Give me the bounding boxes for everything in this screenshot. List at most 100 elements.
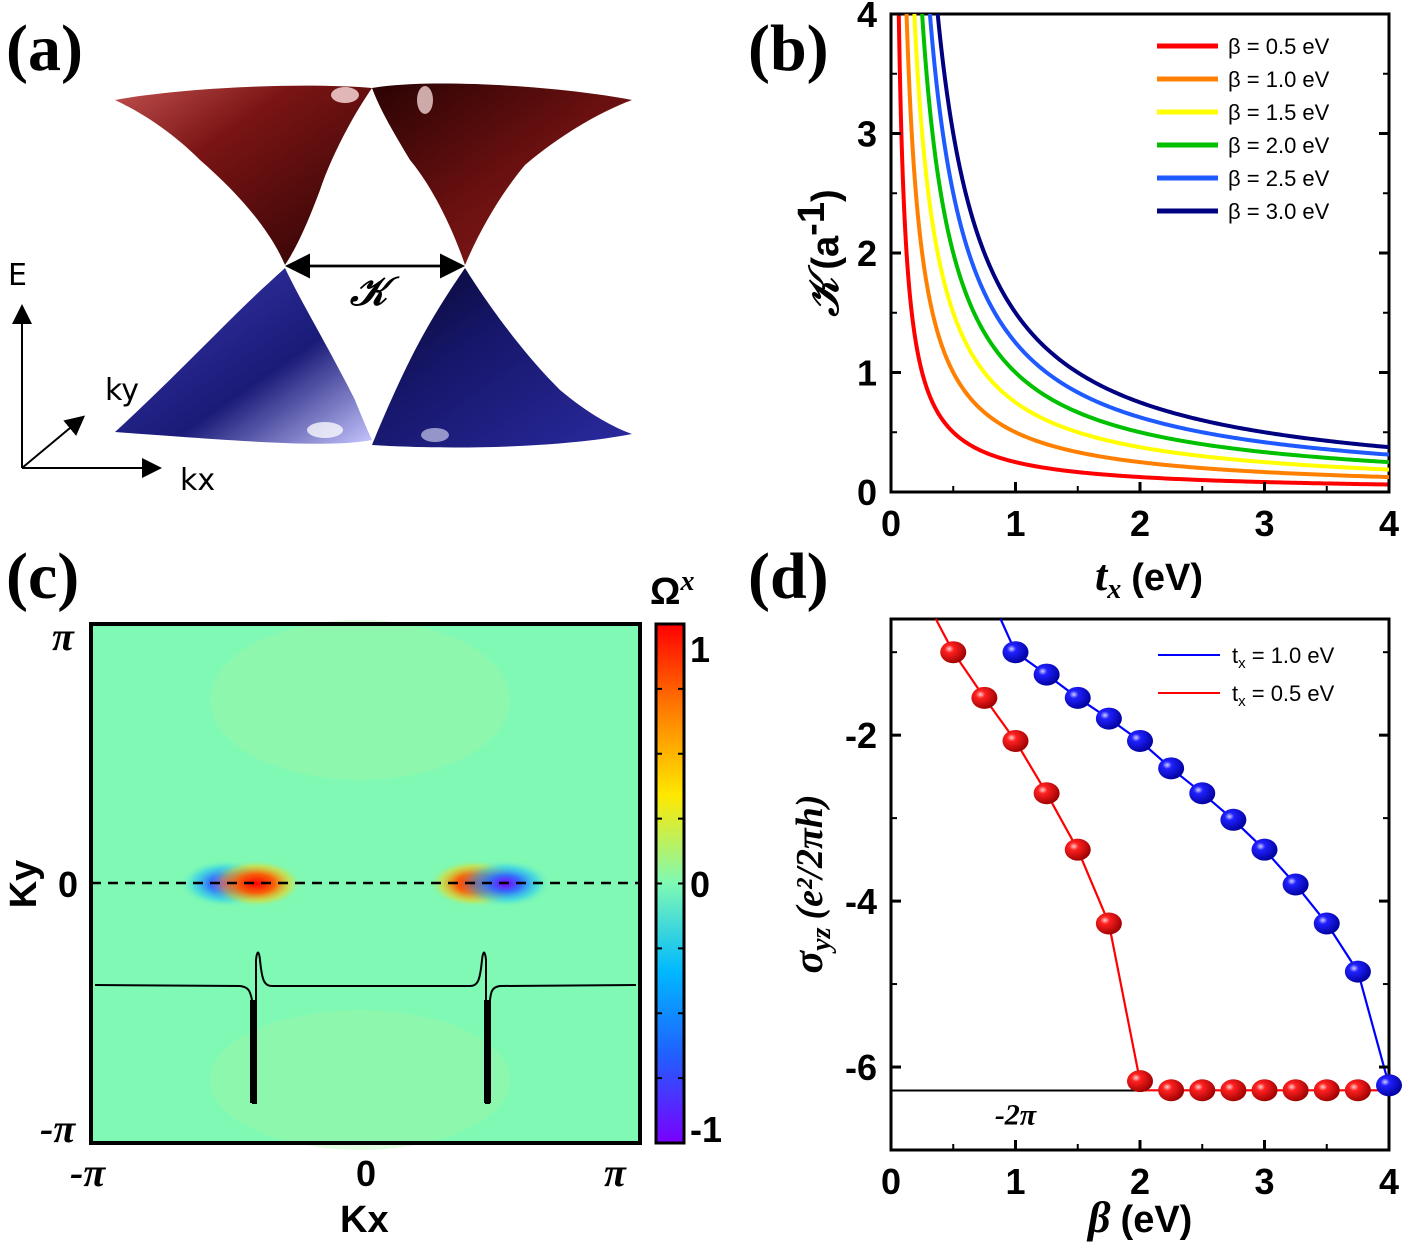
data-point-red [1189,1079,1216,1102]
legend-label-b: β = 2.0 eV [1228,133,1330,158]
data-point-blue [1158,757,1185,780]
panel-b-label: (b) [748,12,829,85]
colorbar-ticks [656,687,684,1080]
energy-axis-label: E [8,258,27,293]
berry-curvature-profile [94,951,637,1104]
svg-text:Ky: Ky [3,860,45,909]
y-tick-label-b: 0 [857,472,877,513]
series-line-5 [935,13,1390,450]
data-point-red [1033,782,1060,805]
data-point-red [1064,838,1091,861]
legend-label-b: β = 1.5 eV [1228,100,1330,125]
y-tick-label-d: -2 [845,715,877,756]
y-axis-label-c: Ky [3,860,45,909]
kx-axis-label: kx [180,463,215,498]
data-point-red [1220,1079,1247,1102]
svg-text:σyz(e²/2πh): σyz(e²/2πh) [786,795,837,974]
data-point-blue [1095,707,1122,730]
y-tick-c: π [52,614,75,659]
data-point-blue [1002,641,1029,664]
data-point-blue [1033,663,1060,686]
upper-band-right [372,83,632,265]
k-separation-label: 𝒦 [349,269,400,314]
data-point-red [1313,1079,1340,1102]
y-tick-label-d: -6 [845,1047,877,1088]
highlight [417,86,433,114]
panel-a-label: (a) [6,12,83,85]
upper-band-left [115,85,372,265]
colorbar-label: Ωx [650,566,694,613]
data-point-red [971,686,998,709]
panel-c-label: (c) [6,540,79,613]
x-axis-label-c: Kx [340,1199,389,1241]
y-axis-label-d: σyz(e²/2πh) [786,795,837,974]
data-point-blue [1313,912,1340,935]
x-tick-c: π [604,1150,627,1195]
y-axis-label-b: 𝒦(a-1) [791,189,848,317]
legend-label-d: tx = 0.5 eV [1232,681,1335,710]
legend-label-b: β = 0.5 eV [1228,34,1330,59]
panel-d-label: (d) [748,540,829,613]
data-point-blue [1344,960,1371,983]
legend-label-b: β = 1.0 eV [1228,67,1330,92]
profile-spike-left [250,1000,256,1103]
plot-frame-b [889,12,1391,494]
data-point-red [1095,912,1122,935]
legend-b: β = 0.5 eV β = 1.0 eV β = 1.5 eV β = 2.0 eV… [1157,34,1330,224]
data-point-blue [1220,808,1247,831]
colorbar-tick: 0 [690,864,710,905]
heatmap-shade [210,620,510,780]
panel-a: (a) 𝒦 E ky kx [6,12,632,498]
panel-c: (c) π 0 -π -π 0 π Kx Ky 1 0 -1 Ωx [3,540,722,1241]
x-tick-label-b: 3 [1254,503,1274,544]
x-tick-label-d: 2 [1130,1161,1150,1202]
y-tick-label-b: 2 [857,233,877,274]
x-tick-label-b: 2 [1130,503,1150,544]
legend-label-b: β = 2.5 eV [1228,166,1330,191]
series-line-3 [920,13,1390,465]
ky-axis-arrow [21,415,86,469]
data-point-blue [1251,838,1278,861]
x-tick-label-b: 0 [881,503,901,544]
x-axis-label-d: β (eV) [1086,1193,1192,1242]
data-point-blue [1064,686,1091,709]
x-tick-label-d: 3 [1254,1161,1274,1202]
plot-frame-c [89,622,642,1145]
y-tick-label-b: 4 [857,0,877,35]
data-point-red [1344,1079,1371,1102]
data-point-blue [1127,729,1153,752]
profile-spike-right [484,1000,490,1103]
plot-d: -2π [891,618,1402,1132]
x-tick-label-b: 4 [1379,503,1399,544]
data-point-blue [1376,1074,1402,1097]
data-point-red [940,641,967,664]
series-line-1 [904,13,1390,480]
x-tick-c: 0 [356,1153,376,1194]
x-tick-label-d: 4 [1379,1161,1399,1202]
svg-text:𝒦(a-1): 𝒦(a-1) [791,189,848,317]
y-tick-c: -π [40,1106,76,1151]
highlight [307,422,343,438]
panel-b: (b) 0 1 2 3 4 0 1 2 3 4 β = 0.5 eV β = 1.0 eV β = 1… [748,0,1399,605]
data-point-red [1127,1070,1153,1093]
ticks-d: 0 1 2 3 4 -2 -4 -6 [845,651,1399,1202]
x-tick-label-d: 0 [881,1161,901,1202]
legend-label-d: tx = 1.0 eV [1232,643,1335,672]
x-tick-label-d: 1 [1005,1161,1025,1202]
data-point-red [1251,1079,1278,1102]
data-point-red [1158,1079,1185,1102]
y-tick-label-d: -4 [845,881,877,922]
colorbar-tick: 1 [690,629,710,670]
data-point-red [1282,1079,1309,1102]
curves-b [896,13,1390,487]
x-tick-label-b: 1 [1005,503,1025,544]
ky-axis-label: ky [105,373,139,408]
data-point-red [1002,729,1029,752]
highlight [421,428,449,442]
reference-label: -2π [995,1099,1037,1132]
colorbar-tick: -1 [690,1109,722,1150]
legend-label-b: β = 3.0 eV [1228,199,1330,224]
data-point-blue [1282,873,1309,896]
panel-d: (d) -2π 0 1 2 3 4 -2 -4 -6 tx = 1.0 eV tx = 0.5 … [748,540,1402,1242]
